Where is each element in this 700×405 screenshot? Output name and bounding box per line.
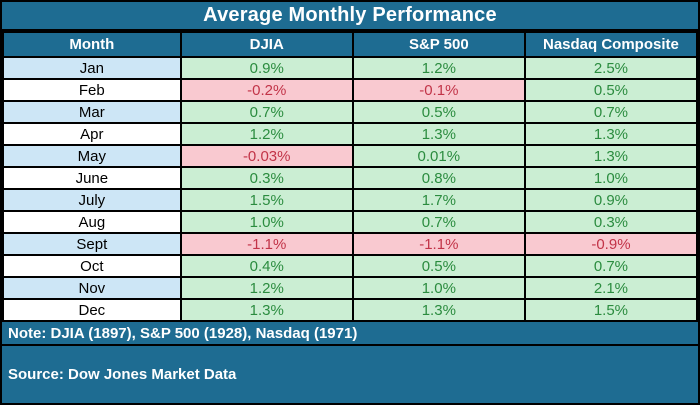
- value-cell: 2.1%: [523, 276, 698, 300]
- column-header-nasdaq: Nasdaq Composite: [523, 31, 698, 58]
- value-cell: 1.3%: [523, 122, 698, 146]
- value-cell: 1.2%: [179, 276, 354, 300]
- month-cell: Apr: [2, 122, 182, 146]
- note-row: Note: DJIA (1897), S&P 500 (1928), Nasda…: [2, 322, 698, 346]
- month-cell: July: [2, 188, 182, 212]
- table-row: Jan 0.9% 1.2% 2.5%: [2, 56, 698, 80]
- value-cell: 0.5%: [523, 78, 698, 102]
- value-cell: 0.7%: [523, 254, 698, 278]
- table-row: Mar 0.7% 0.5% 0.7%: [2, 100, 698, 124]
- month-cell: June: [2, 166, 182, 190]
- table-row: Feb -0.2% -0.1% 0.5%: [2, 78, 698, 102]
- header-row: Month DJIA S&P 500 Nasdaq Composite: [2, 31, 698, 58]
- value-cell: 1.3%: [179, 298, 354, 322]
- value-cell: 0.3%: [523, 210, 698, 234]
- table-row: May -0.03% 0.01% 1.3%: [2, 144, 698, 168]
- value-cell: 0.5%: [351, 254, 526, 278]
- value-cell: 0.7%: [179, 100, 354, 124]
- performance-table: Month DJIA S&P 500 Nasdaq Composite Jan 0…: [2, 31, 698, 322]
- month-cell: Sept: [2, 232, 182, 256]
- value-cell: 0.3%: [179, 166, 354, 190]
- value-cell: -0.1%: [351, 78, 526, 102]
- value-cell: -1.1%: [179, 232, 354, 256]
- table-row: Apr 1.2% 1.3% 1.3%: [2, 122, 698, 146]
- value-cell: 1.7%: [351, 188, 526, 212]
- value-cell: 1.0%: [351, 276, 526, 300]
- value-cell: -1.1%: [351, 232, 526, 256]
- month-cell: Mar: [2, 100, 182, 124]
- table-title: Average Monthly Performance: [2, 2, 698, 31]
- value-cell: -0.9%: [523, 232, 698, 256]
- value-cell: 1.2%: [351, 56, 526, 80]
- month-cell: Oct: [2, 254, 182, 278]
- value-cell: 1.0%: [523, 166, 698, 190]
- month-cell: Nov: [2, 276, 182, 300]
- value-cell: 1.3%: [351, 298, 526, 322]
- value-cell: 1.3%: [351, 122, 526, 146]
- value-cell: 0.8%: [351, 166, 526, 190]
- value-cell: 0.7%: [351, 210, 526, 234]
- value-cell: 0.01%: [351, 144, 526, 168]
- column-header-djia: DJIA: [179, 31, 354, 58]
- table-row: June 0.3% 0.8% 1.0%: [2, 166, 698, 190]
- value-cell: 0.9%: [179, 56, 354, 80]
- table-body: Jan 0.9% 1.2% 2.5% Feb -0.2% -0.1% 0.5% Mar 0.7% 0…: [2, 56, 698, 322]
- value-cell: 2.5%: [523, 56, 698, 80]
- value-cell: 0.9%: [523, 188, 698, 212]
- month-cell: Aug: [2, 210, 182, 234]
- table-row: Oct 0.4% 0.5% 0.7%: [2, 254, 698, 278]
- table-row: Sept -1.1% -1.1% -0.9%: [2, 232, 698, 256]
- column-header-month: Month: [2, 31, 182, 58]
- value-cell: 1.3%: [523, 144, 698, 168]
- value-cell: 0.5%: [351, 100, 526, 124]
- table-row: July 1.5% 1.7% 0.9%: [2, 188, 698, 212]
- month-cell: Jan: [2, 56, 182, 80]
- value-cell: 0.7%: [523, 100, 698, 124]
- value-cell: 1.5%: [523, 298, 698, 322]
- table-row: Aug 1.0% 0.7% 0.3%: [2, 210, 698, 234]
- value-cell: 1.2%: [179, 122, 354, 146]
- column-header-sp500: S&P 500: [351, 31, 526, 58]
- value-cell: 1.5%: [179, 188, 354, 212]
- table-row: Nov 1.2% 1.0% 2.1%: [2, 276, 698, 300]
- value-cell: 0.4%: [179, 254, 354, 278]
- value-cell: 1.0%: [179, 210, 354, 234]
- table-row: Dec 1.3% 1.3% 1.5%: [2, 298, 698, 322]
- source-row: Source: Dow Jones Market Data: [2, 346, 698, 403]
- month-cell: May: [2, 144, 182, 168]
- month-cell: Feb: [2, 78, 182, 102]
- value-cell: -0.2%: [179, 78, 354, 102]
- month-cell: Dec: [2, 298, 182, 322]
- value-cell: -0.03%: [179, 144, 354, 168]
